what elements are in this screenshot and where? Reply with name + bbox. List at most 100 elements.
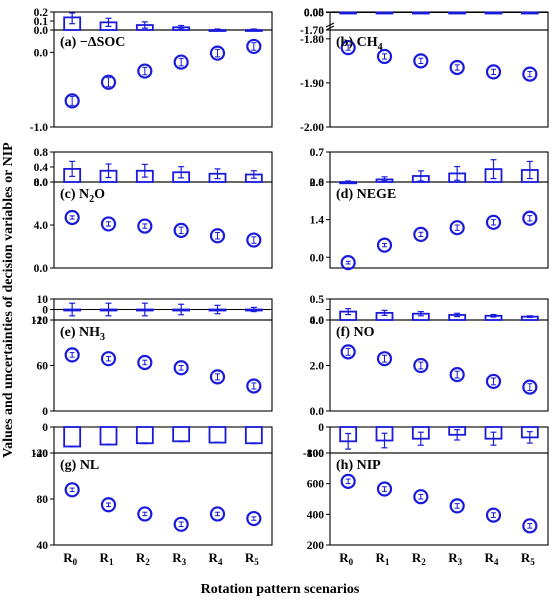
panel-b-top-frame [329,11,549,31]
x-tick-label: R4 [209,550,223,567]
x-tick-label: R5 [521,550,535,567]
panel-h-top-tick-label: -100 [303,448,324,460]
panel-f-top-tick-label: 0.0 [310,315,325,327]
panel-a-point [100,74,117,90]
panel-c-bottom-tick-label: 0.0 [34,263,49,275]
panel-a-point [137,63,153,79]
panel-a-bar [208,29,227,32]
x-tick-label: R3 [448,550,462,567]
panel-c-top-tick-label: 0.8 [34,147,49,159]
panel-f-point [376,351,393,367]
x-axis-title: Rotation pattern scenarios [201,582,360,597]
panel-e-top-tick-label: 0 [42,305,48,317]
panel-g-bar [63,426,82,448]
panel-a-point [64,93,80,109]
panel-a-top-frame [53,11,273,31]
panel-f: 0.0 0.5 0.0 2.0 4.0 (f) NO [310,294,549,418]
panel-c-top-tick-label: 0.0 [34,177,49,189]
panel-h-point [376,481,393,497]
panel-f-bottom-tick-label: 4.0 [310,315,325,327]
panel-b-top-tick-label: 0.05 [304,7,324,19]
panel-g-top-tick-label: -40 [33,448,49,460]
panel-f-point [449,367,465,383]
panel-a-point [246,38,262,55]
panel-a-bottom-tick-label: -1.0 [30,122,48,134]
panel-d-point [376,237,393,253]
panel-e-bottom-tick-label: 60 [37,361,49,373]
panel-e-top-tick-label: -10 [33,315,49,327]
panel-f-title: (f) NO [336,325,375,340]
panel-b-point [522,66,538,82]
panel-g-bar [208,426,227,444]
panel-c-point [100,216,117,232]
panel-h: -100 0 200 400 600 800 (h) NIP R0 R1 R2 R3 R4 R5 [303,422,549,567]
panel-d-bottom-tick-label: 0.0 [310,252,325,264]
panel-d: 0.0 0.7 0.0 1.4 2.8 (d) NEGE [310,147,549,271]
panel-e-point [173,360,189,376]
panel-g-bottom-tick-label: 120 [31,448,49,460]
panel-c-point [209,228,226,244]
panel-b-point [485,64,502,80]
x-tick-label: R4 [485,550,499,567]
panel-d-top-frame [329,151,549,183]
panel-b-point [413,53,429,69]
panel-f-top-tick-label: 0.5 [310,294,325,306]
x-tick-label: R3 [172,550,186,567]
panel-e-point [209,369,226,385]
panel-h-bottom-tick-label: 200 [307,540,325,552]
panel-e-title: (e) NH3 [60,325,105,343]
panel-f-point [340,344,356,360]
panel-d-point [522,210,538,226]
panel-b-point [340,40,356,56]
panel-h-point [485,507,502,523]
panel-g-bar [244,426,263,445]
panel-b-bottom-frame [329,29,549,128]
panel-a: 0.00.10.2-1.00.0(a) −ΔSOC [30,7,273,134]
panel-b-axis-break [325,22,335,28]
panel-e-bottom-tick-label: 0 [42,406,48,418]
panel-g-bottom-tick-label: 80 [37,494,49,506]
panel-b-bottom-tick-label: -2.00 [300,122,324,134]
panel-h-top-tick-label: 0 [318,422,324,434]
panel-g-bar [172,426,191,443]
panel-e-point [64,347,80,363]
panel-a-top-tick-label: 0.1 [34,16,49,28]
panel-d-point [485,214,502,230]
panel-h-point [413,489,429,505]
panel-b-bottom-tick-label: -1.90 [300,78,324,90]
panel-c-point [137,218,153,234]
panel-g-bar [99,426,118,446]
panel-b-axis-break [325,25,335,31]
panel-d-bottom-tick-label: 1.4 [310,215,325,227]
x-tick-label: R0 [339,550,353,567]
panel-a-bottom-tick-label: 0.0 [34,47,49,59]
panel-a-point [173,54,189,70]
panel-a-top-tick-label: 0.2 [34,7,49,19]
panel-c-bottom-tick-label: 4.0 [34,220,49,232]
panel-f-point [485,373,502,390]
panel-b-top-tick-label: -1.70 [300,25,324,37]
x-tick-label: R2 [136,550,150,567]
panel-h-bottom-tick-label: 400 [307,509,325,521]
panel-d-title: (d) NEGE [336,187,396,202]
panel-g-top-frame [53,426,273,454]
panel-h-bottom-tick-label: 800 [307,448,325,460]
panel-f-top-frame [329,298,549,321]
panel-b: -1.70 0.000.05 -2.00 -1.90 -1.80 (b) CH4 [300,7,549,134]
panel-f-point [413,357,429,374]
x-tick-label: R5 [245,550,259,567]
panel-d-point [340,255,356,271]
panel-a-point [209,45,226,61]
panel-e-top-tick-label: 10 [37,294,49,306]
panel-h-point [449,498,465,514]
panel-g-point [100,497,117,513]
panel-a-top-tick-label: 0.0 [34,25,49,37]
panel-d-point [413,226,429,243]
panel-h-top-frame [329,426,549,454]
panel-b-point [376,48,393,65]
panel-g-top-tick-label: 0 [42,422,48,434]
panel-g-title: (g) NL [60,458,99,473]
panel-c-bottom-tick-label: 8.0 [34,177,49,189]
